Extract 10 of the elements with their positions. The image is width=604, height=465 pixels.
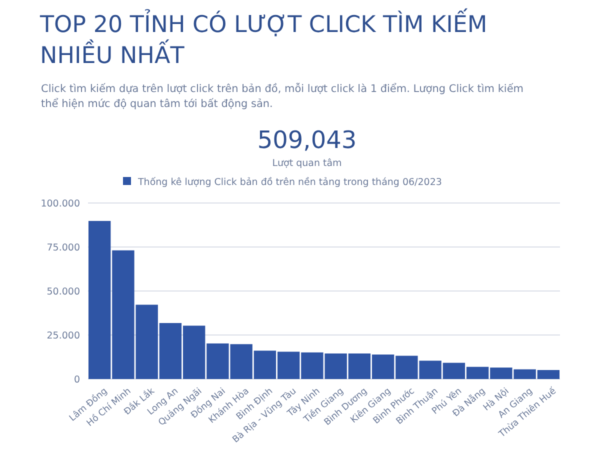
y-tick-label: 75.000: [46, 242, 80, 254]
text: Lượt quan tâm: [272, 158, 342, 169]
y-tick-label: 100.000: [40, 198, 80, 210]
text: 509,043: [257, 126, 357, 154]
y-tick-label: 50.000: [46, 286, 80, 298]
y-tick-label: 25.000: [46, 330, 80, 342]
chart-title: TOP 20 TỈNH CÓ LƯỢT CLICK TÌM KIẾM NHIỀU NHẤT: [39, 8, 488, 69]
y-tick-label: 0: [74, 374, 80, 386]
chart-subtitle: Click tìm kiếm dựa trên lượt click trên bản đồ, mỗi lượt click là 1 điểm. Lượng Click tìm kiếm thể hiện mức độ quan tâm tới bất động sản.: [41, 82, 524, 110]
legend-label: Thống kê lượng Click bản đồ trên nền tảng trong tháng 06/2023: [137, 176, 442, 188]
